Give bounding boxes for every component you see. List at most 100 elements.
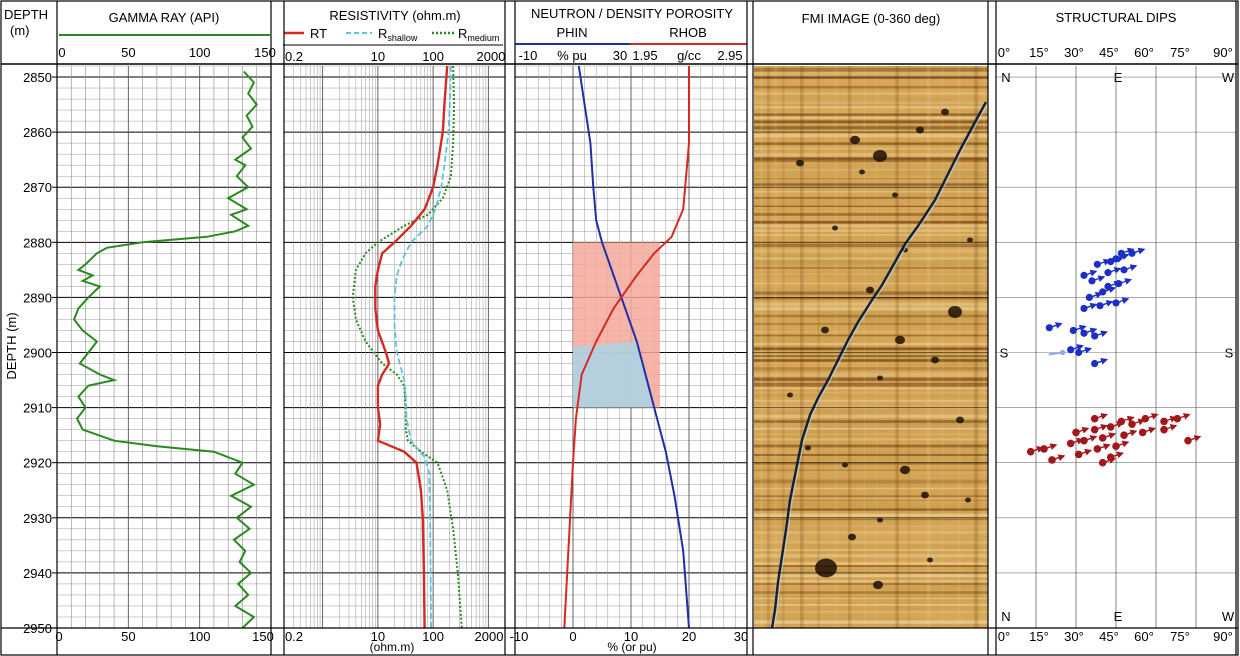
fmi-vertical-streak: [767, 66, 770, 628]
dip-tadpole-head: [1048, 456, 1056, 464]
fmi-bedding-band: [754, 331, 988, 334]
fmi-bedding-band: [754, 438, 988, 441]
dip-tadpole-head: [1112, 299, 1120, 307]
dip-tadpole-head: [1104, 269, 1112, 277]
gamma-bottom-tick: 150: [252, 629, 274, 644]
fmi-bedding-band: [754, 229, 988, 232]
fmi-vug-spot: [848, 533, 856, 541]
fmi-bedding-band: [754, 105, 988, 109]
fmi-bedding-band: [754, 205, 988, 207]
fmi-bedding-band: [754, 322, 988, 325]
dip-azimuth-top: W: [1222, 70, 1235, 85]
fmi-vug-spot: [900, 465, 910, 475]
fmi-bedding-band: [754, 71, 988, 76]
fmi-bedding-band: [754, 334, 988, 337]
fmi-vug-spot: [892, 192, 898, 198]
fmi-vug-spot: [873, 580, 883, 590]
phin-scale-label: -10: [519, 48, 538, 63]
fmi-bedding-band: [754, 297, 988, 300]
fmi-vertical-streak: [782, 66, 785, 628]
fmi-vug-spot: [877, 375, 883, 381]
depth-tick-label: 2920: [23, 456, 52, 471]
fmi-vug-spot: [927, 557, 933, 563]
dip-tadpole-head: [1080, 271, 1088, 279]
porosity-title: NEUTRON / DENSITY POROSITY: [531, 6, 733, 21]
gamma-ray-curve: [72, 70, 259, 628]
fmi-vertical-streak: [895, 66, 899, 628]
depth-tick-label: 2940: [23, 566, 52, 581]
fmi-bedding-band: [754, 579, 988, 583]
fmi-bedding-band: [754, 487, 988, 490]
fmi-bedding-band: [754, 126, 988, 130]
fmi-vug-spot: [866, 286, 874, 294]
fmi-image: [754, 66, 988, 628]
fmi-bedding-band: [754, 508, 988, 511]
fmi-vug-spot: [965, 497, 971, 503]
fmi-bedding-band: [754, 266, 988, 269]
fmi-bedding-band: [754, 519, 988, 521]
fmi-vug-spot: [956, 416, 964, 424]
dip-azimuth-mid-left: S: [1000, 346, 1009, 361]
fmi-vertical-streak: [799, 66, 804, 628]
resistivity-top-tick: 10: [371, 49, 385, 64]
dip-tadpole-head: [1093, 445, 1102, 453]
dip-tadpole-head: [1173, 414, 1182, 423]
dip-tadpole-head: [1075, 348, 1083, 357]
fmi-bedding-band: [754, 462, 988, 465]
fmi-bedding-band: [754, 414, 988, 419]
fmi-bedding-band: [754, 191, 988, 193]
porosity-bottom-tick: -10: [510, 629, 529, 644]
crossover-fill: [573, 341, 655, 408]
fmi-vug-spot: [821, 326, 829, 334]
dip-tadpole-head: [1080, 304, 1088, 313]
dips-title: STRUCTURAL DIPS: [1056, 10, 1177, 25]
depth-tick-label: 2890: [23, 290, 52, 305]
dip-azimuth-bottom: N: [1001, 609, 1010, 624]
fmi-vertical-streak: [957, 66, 961, 628]
depth-title-line2: (m): [10, 23, 30, 38]
fmi-bedding-band: [754, 427, 988, 430]
fmi-vertical-streak: [833, 66, 838, 628]
fmi-vertical-streak: [907, 66, 911, 628]
legend-medium-label: Rmedium: [458, 26, 499, 43]
fmi-bedding-band: [754, 220, 988, 224]
resistivity-title: RESISTIVITY (ohm.m): [329, 8, 460, 23]
resistivity-top-tick: 0.2: [285, 49, 303, 64]
fmi-vug-spot: [859, 169, 865, 175]
porosity-bottom-label: % (or pu): [607, 640, 656, 654]
fmi-vertical-streak: [941, 66, 945, 628]
dip-tadpole-head: [1045, 324, 1053, 332]
fmi-bedding-band: [754, 160, 988, 163]
fmi-bedding-band: [754, 359, 988, 362]
dip-tadpole-head: [1085, 293, 1093, 302]
fmi-bedding-band: [754, 133, 988, 138]
resistivity-bottom-tick: 2000: [475, 629, 504, 644]
fmi-bedding-band: [754, 85, 988, 89]
dip-azimuth-bottom: W: [1222, 609, 1235, 624]
resistivity-top-tick: 100: [422, 49, 444, 64]
dip-bottom-tick: 15°: [1029, 629, 1049, 644]
dip-tadpole-head: [1080, 329, 1088, 337]
dip-azimuth-bottom: E: [1114, 609, 1123, 624]
dip-tadpole-head: [1074, 450, 1083, 459]
dip-tadpole-head: [1040, 445, 1048, 453]
depth-tick-label: 2900: [23, 346, 52, 361]
dip-tadpole-head: [1096, 302, 1104, 310]
fmi-vug-spot: [796, 159, 804, 167]
r-medium-curve: [351, 66, 463, 628]
fmi-bedding-band: [754, 157, 988, 161]
depth-tick-labels: 2850 2860 2870 2880 2890 2900 2910 2920 2930 2940…: [23, 70, 57, 636]
gamma-bottom-tick: 0: [55, 629, 62, 644]
dip-tadpoles: [1026, 247, 1202, 467]
fmi-vug-spot: [895, 335, 905, 345]
depth-tick-label: 2850: [23, 70, 52, 85]
dip-azimuth-top: E: [1114, 70, 1123, 85]
fmi-bedding-band: [754, 562, 988, 565]
fmi-bedding-band: [754, 377, 988, 382]
fmi-bedding-band: [754, 183, 988, 186]
resistivity-bottom-tick: 10: [371, 629, 385, 644]
fmi-bedding-band: [754, 565, 988, 567]
fmi-vertical-streak: [974, 66, 979, 628]
dip-tadpole-head: [1091, 332, 1099, 340]
